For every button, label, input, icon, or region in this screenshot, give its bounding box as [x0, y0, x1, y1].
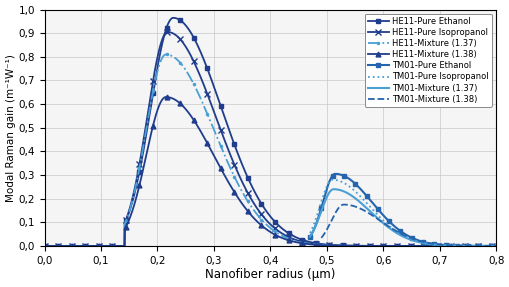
HE11-Pure Ethanol: [261, 207, 267, 210]
TM01-Pure Isopropanol: [375, 214, 381, 217]
TM01-Mixture (1.38): [356, 206, 362, 210]
Line: HE11-Mixture (1.37): HE11-Mixture (1.37): [42, 53, 497, 248]
Line: HE11-Pure Ethanol: HE11-Pure Ethanol: [42, 15, 497, 248]
Line: TM01-Mixture (1.37): TM01-Mixture (1.37): [309, 189, 495, 246]
TM01-Mixture (1.38): [430, 242, 436, 246]
TM01-Mixture (1.38): [466, 244, 472, 248]
HE11-Pure Isopropanol: [249, 199, 255, 203]
HE11-Pure Isopropanol: [261, 216, 267, 220]
TM01-Mixture (1.37): [491, 244, 497, 248]
HE11-Pure Ethanol: [170, 16, 176, 20]
TM01-Pure Isopropanol: [438, 243, 444, 247]
HE11-Mixture (1.37): [397, 244, 403, 248]
Legend: HE11-Pure Ethanol, HE11-Pure Isopropanol, HE11-Mixture (1.37), HE11-Mixture (1.3: HE11-Pure Ethanol, HE11-Pure Isopropanol…: [364, 14, 491, 107]
HE11-Mixture (1.38): [261, 226, 267, 230]
TM01-Pure Ethanol: [492, 244, 498, 248]
HE11-Mixture (1.38): [249, 215, 255, 218]
HE11-Pure Isopropanol: [164, 30, 171, 34]
TM01-Pure Isopropanol: [492, 244, 498, 248]
HE11-Mixture (1.37): [41, 244, 47, 248]
TM01-Pure Ethanol: [375, 208, 381, 211]
HE11-Pure Ethanol: [41, 244, 47, 248]
TM01-Pure Isopropanol: [369, 208, 375, 212]
TM01-Pure Ethanol: [306, 235, 313, 238]
TM01-Mixture (1.38): [492, 244, 498, 248]
HE11-Mixture (1.37): [65, 244, 71, 248]
TM01-Mixture (1.38): [418, 240, 425, 243]
TM01-Pure Ethanol: [477, 244, 483, 248]
HE11-Mixture (1.38): [65, 244, 71, 248]
TM01-Mixture (1.38): [318, 236, 324, 240]
HE11-Pure Ethanol: [249, 186, 255, 189]
TM01-Mixture (1.38): [415, 239, 421, 243]
HE11-Pure Ethanol: [397, 244, 403, 248]
HE11-Mixture (1.38): [41, 244, 47, 248]
TM01-Pure Ethanol: [438, 243, 444, 247]
TM01-Pure Isopropanol: [491, 244, 497, 248]
HE11-Mixture (1.38): [479, 244, 486, 248]
TM01-Mixture (1.37): [477, 244, 483, 248]
TM01-Mixture (1.37): [330, 187, 336, 191]
TM01-Pure Ethanol: [455, 244, 461, 247]
HE11-Mixture (1.37): [249, 206, 255, 210]
HE11-Pure Isopropanol: [479, 244, 486, 248]
TM01-Mixture (1.38): [340, 203, 346, 206]
HE11-Pure Ethanol: [479, 244, 486, 248]
TM01-Mixture (1.37): [306, 235, 313, 238]
HE11-Mixture (1.38): [492, 244, 498, 248]
TM01-Pure Isopropanol: [306, 231, 313, 235]
Line: TM01-Pure Ethanol: TM01-Pure Ethanol: [307, 172, 497, 248]
HE11-Mixture (1.37): [479, 244, 485, 248]
HE11-Mixture (1.37): [162, 53, 168, 56]
TM01-Mixture (1.38): [323, 228, 329, 232]
TM01-Pure Isopropanol: [477, 244, 483, 248]
Line: TM01-Mixture (1.38): TM01-Mixture (1.38): [321, 205, 495, 246]
TM01-Pure Isopropanol: [329, 178, 335, 181]
HE11-Pure Isopropanol: [397, 244, 403, 248]
TM01-Pure Ethanol: [369, 201, 375, 205]
TM01-Mixture (1.37): [438, 244, 444, 247]
HE11-Mixture (1.37): [492, 244, 498, 248]
X-axis label: Nanofiber radius (μm): Nanofiber radius (μm): [205, 268, 335, 282]
HE11-Mixture (1.37): [479, 244, 486, 248]
TM01-Pure Ethanol: [332, 172, 338, 176]
HE11-Mixture (1.37): [261, 221, 267, 224]
HE11-Pure Ethanol: [65, 244, 71, 248]
TM01-Mixture (1.37): [492, 244, 498, 248]
Line: HE11-Mixture (1.38): HE11-Mixture (1.38): [42, 95, 498, 248]
HE11-Mixture (1.38): [479, 244, 485, 248]
TM01-Mixture (1.37): [375, 217, 381, 221]
HE11-Pure Ethanol: [492, 244, 498, 248]
Y-axis label: Modal Raman gain (m⁻¹W⁻¹): Modal Raman gain (m⁻¹W⁻¹): [6, 54, 16, 202]
TM01-Mixture (1.37): [369, 212, 375, 216]
HE11-Pure Isopropanol: [41, 244, 47, 248]
HE11-Pure Isopropanol: [479, 244, 485, 248]
HE11-Pure Ethanol: [479, 244, 485, 248]
HE11-Mixture (1.38): [397, 244, 403, 248]
HE11-Pure Isopropanol: [492, 244, 498, 248]
TM01-Pure Ethanol: [491, 244, 497, 248]
HE11-Mixture (1.38): [162, 95, 168, 99]
TM01-Mixture (1.37): [455, 244, 461, 247]
Line: HE11-Pure Isopropanol: HE11-Pure Isopropanol: [42, 29, 498, 249]
TM01-Pure Isopropanol: [455, 244, 461, 247]
Line: TM01-Pure Isopropanol: TM01-Pure Isopropanol: [309, 180, 495, 246]
HE11-Pure Isopropanol: [65, 244, 71, 248]
